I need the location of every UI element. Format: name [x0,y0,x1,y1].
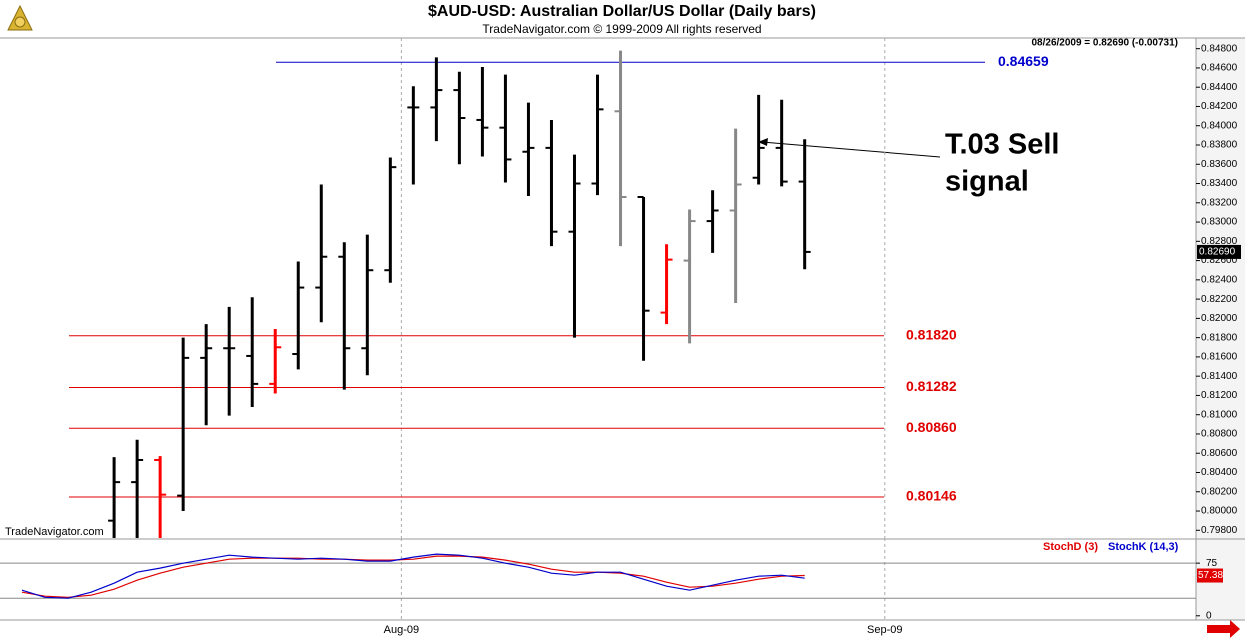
stoch-line [21,553,805,599]
y-tick-label: 0.81200 [1201,390,1238,401]
y-tick-label: 0 [1206,610,1212,621]
y-tick-label: 0.79800 [1201,525,1238,536]
y-tick-label: 0.81600 [1201,352,1238,363]
y-tick-label: 0.80800 [1201,429,1238,440]
level-label: 0.80860 [906,419,957,435]
axis-area [1196,38,1245,620]
y-tick-label: 75 [1206,558,1218,569]
y-tick-label: 0.82800 [1201,236,1238,247]
chart-subtitle: TradeNavigator.com © 1999-2009 All right… [482,22,761,36]
level-label: 0.84659 [998,53,1049,69]
y-tick-label: 0.83400 [1201,178,1238,189]
y-tick-label: 0.82000 [1201,313,1238,324]
legend-entry: StochK (14,3) [1108,541,1179,553]
y-tick-label: 0.80000 [1201,506,1238,517]
last-value-box [1197,568,1223,583]
y-tick-label: 0.84800 [1201,43,1238,54]
y-tick-label: 0.83200 [1201,197,1238,208]
level-label: 0.81282 [906,378,957,394]
annotation: signal [945,166,1029,198]
y-tick-label: 0.82200 [1201,294,1238,305]
y-tick-label: 0.81400 [1201,371,1238,382]
last-price-box [1197,244,1241,259]
y-tick-label: 0.84000 [1201,120,1238,131]
y-tick-label: 0.83800 [1201,140,1238,151]
stoch-line [21,555,805,598]
logo [7,4,33,31]
legend-entry: StochD (3) [1043,541,1098,553]
y-tick-label: 0.83600 [1201,159,1238,170]
y-tick-label: 0.81000 [1201,409,1238,420]
annotation-arrowhead [758,138,768,146]
annotation-arrow [761,141,941,158]
y-tick-label: 0.80600 [1201,448,1238,459]
info-text: 08/26/2009 = 0.82690 (-0.00731) [1031,38,1178,49]
last-price-label: 0.82690 [1199,247,1236,258]
level-label: 0.81820 [906,326,957,342]
y-tick-label: 0.81800 [1201,332,1238,343]
x-tick-label: Sep-09 [867,624,902,636]
y-tick-label: 0.84600 [1201,63,1238,74]
y-tick-label: 0.83000 [1201,217,1238,228]
x-tick-label: Aug-09 [384,624,419,636]
y-tick-label: 0.80400 [1201,467,1238,478]
y-tick-label: 0.80200 [1201,486,1238,497]
annotation: T.03 Sell [945,129,1059,161]
watermark: TradeNavigator.com [5,526,104,538]
chart-title: $AUD-USD: Australian Dollar/US Dollar (D… [428,3,816,20]
level-label: 0.80146 [906,488,957,504]
y-tick-label: 0.82400 [1201,274,1238,285]
scroll-arrow[interactable] [1207,620,1240,638]
last-value-label: 57.38 [1198,570,1223,581]
y-tick-label: 0.84400 [1201,82,1238,93]
y-tick-label: 0.84200 [1201,101,1238,112]
y-tick-label: 0.82600 [1201,255,1238,266]
